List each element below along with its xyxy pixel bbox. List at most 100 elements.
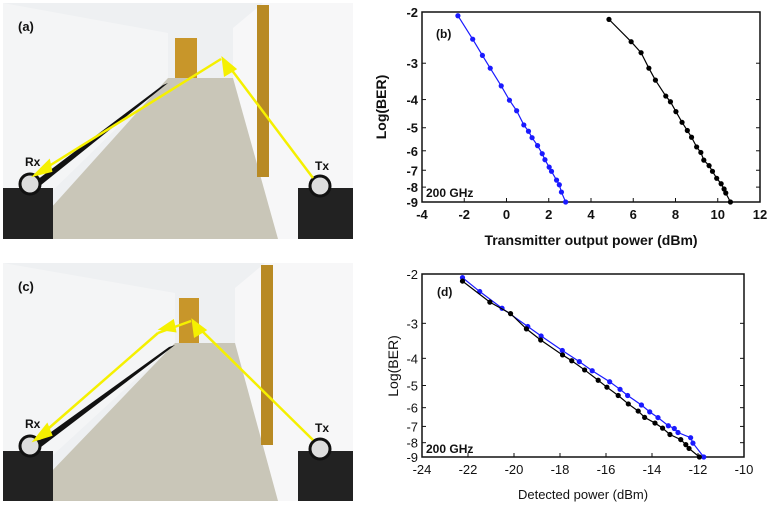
rx-label: Rx (25, 155, 41, 169)
tx-mount (298, 188, 353, 239)
y-axis-label: Log(BER) (385, 335, 401, 396)
panel-label-d: (d) (437, 285, 452, 299)
data-point (589, 368, 595, 374)
y-tick-label: -4 (406, 93, 418, 108)
data-point (675, 429, 681, 436)
data-point (556, 182, 562, 188)
data-point (678, 436, 684, 443)
data-point (546, 164, 552, 170)
data-point (714, 175, 720, 181)
data-point (553, 177, 560, 183)
annotation-200ghz: 200 GHz (426, 442, 473, 456)
data-point (718, 181, 724, 187)
door (175, 38, 197, 78)
data-point (507, 311, 514, 317)
tx-lens-icon (308, 437, 332, 461)
x-tick-label: 4 (587, 207, 595, 222)
chart-d: (d) 200 GHz Detected power (dBm) Log(BER… (385, 267, 753, 502)
panel-label-c: (c) (18, 279, 34, 294)
y-tick-label: -8 (406, 436, 418, 451)
data-point (635, 408, 641, 414)
x-tick-label: -14 (643, 462, 662, 477)
y-tick-label: -7 (406, 419, 418, 434)
y-tick-label: -3 (406, 56, 418, 71)
data-point (487, 299, 493, 305)
data-point (701, 454, 707, 460)
data-point (542, 157, 548, 163)
data-point (694, 144, 700, 150)
data-point (606, 16, 612, 22)
y-tick-label: -9 (406, 450, 418, 465)
data-point (455, 13, 461, 19)
data-point (679, 119, 685, 125)
rx-mount (3, 188, 53, 239)
data-point (628, 39, 634, 45)
x-tick-label: 6 (630, 207, 637, 222)
x-axis-label: Transmitter output power (dBm) (484, 232, 697, 248)
plot-frame (421, 273, 745, 458)
data-point (638, 402, 645, 408)
data-point (683, 442, 689, 448)
x-tick-label: -24 (413, 462, 432, 477)
x-tick-label: -18 (551, 462, 570, 477)
data-point (569, 358, 575, 364)
x-tick-label: -16 (597, 462, 616, 477)
data-point (652, 77, 659, 83)
rx-lens-icon (18, 172, 42, 196)
data-point (659, 425, 666, 431)
x-tick-label: -20 (505, 462, 524, 477)
data-point (615, 392, 621, 399)
data-point (652, 420, 658, 426)
data-point (642, 414, 648, 421)
data-point (638, 50, 644, 56)
data-point (607, 379, 613, 385)
data-point (625, 392, 631, 399)
tx-label: Tx (315, 421, 329, 435)
data-point (671, 425, 677, 432)
y-tick-label: -7 (406, 163, 418, 178)
rx-mount (3, 451, 53, 501)
panel-label-a: (a) (18, 19, 34, 34)
data-point (506, 97, 513, 103)
data-point (684, 127, 690, 134)
chart-b: (b) 200 GHz Transmitter output power (dB… (373, 5, 767, 248)
series-line-1 (462, 280, 700, 458)
data-point (559, 347, 565, 354)
data-point (538, 333, 544, 339)
series-line-1 (608, 18, 731, 203)
data-point (558, 189, 565, 195)
data-point (688, 134, 695, 140)
y-tick-label: -6 (406, 401, 418, 416)
data-point (534, 143, 541, 149)
door-frame (257, 5, 269, 177)
data-point (479, 52, 486, 59)
data-point (655, 414, 661, 421)
x-tick-label: -12 (689, 462, 708, 477)
tx-lens-icon (308, 174, 332, 198)
door-frame (261, 265, 273, 445)
hallway-photo-c: (c) Rx Tx (3, 263, 353, 501)
beam-arrows (30, 56, 314, 179)
tx-label: Tx (315, 159, 329, 173)
data-point (470, 36, 476, 42)
series-line-0 (462, 277, 705, 458)
floor (23, 78, 278, 239)
data-point (548, 168, 555, 174)
y-tick-label: -9 (406, 195, 418, 210)
data-point (690, 440, 696, 446)
data-point (696, 454, 702, 460)
y-tick-label: -2 (406, 267, 418, 282)
y-tick-label: -2 (406, 5, 418, 20)
y-axis-label: Log(BER) (373, 75, 389, 140)
data-point (709, 168, 716, 174)
panel-label-b: (b) (436, 27, 451, 41)
y-tick-label: -3 (406, 316, 418, 331)
x-tick-label: -4 (416, 207, 428, 222)
data-point (559, 352, 566, 358)
data-point (688, 435, 694, 441)
data-point (686, 445, 692, 452)
data-point (514, 108, 520, 114)
data-point (647, 409, 653, 415)
data-point (563, 199, 569, 205)
